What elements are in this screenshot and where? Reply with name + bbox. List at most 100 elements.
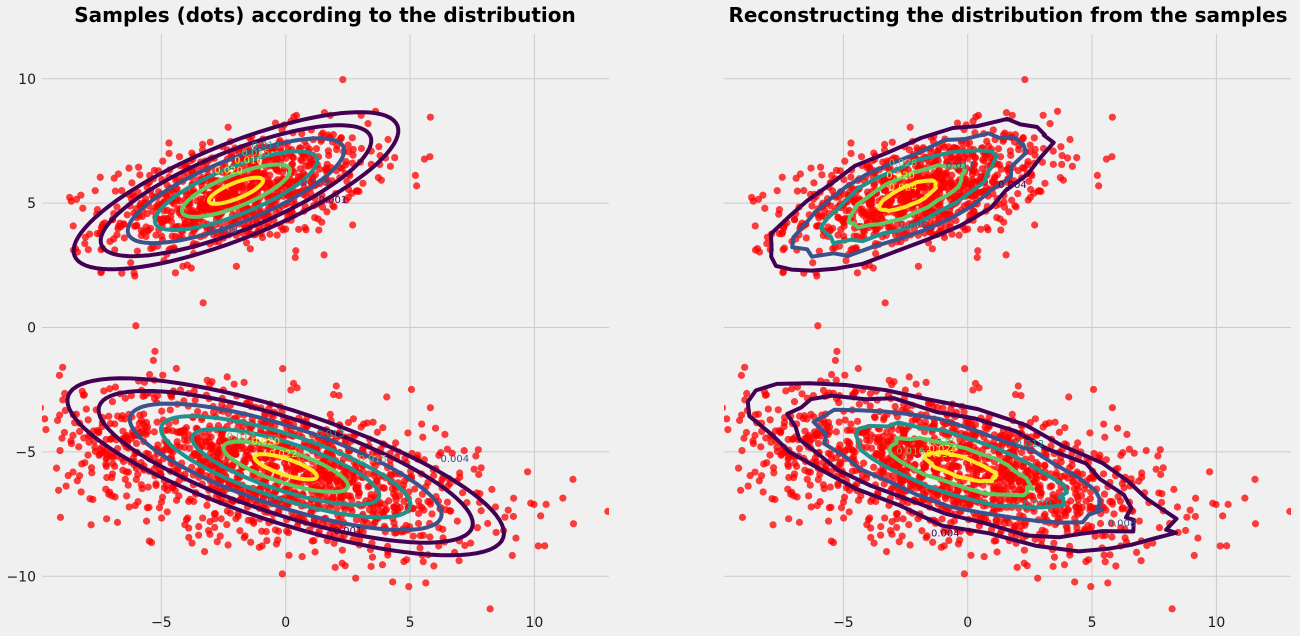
sample-point [853, 417, 862, 425]
sample-point [775, 427, 783, 435]
sample-point [877, 522, 885, 531]
sample-point [827, 537, 835, 545]
sample-point [860, 459, 868, 467]
sample-point [896, 450, 904, 458]
sample-point [740, 434, 748, 442]
sample-point [989, 126, 997, 134]
sample-point [1059, 176, 1067, 184]
sample-point [966, 180, 974, 188]
sample-point [1192, 494, 1200, 502]
sample-point [971, 421, 980, 429]
sample-point [332, 382, 340, 390]
contour-level-label: 0.001 [319, 195, 348, 206]
sample-point [1186, 506, 1194, 514]
sample-point [724, 415, 731, 423]
sample-point [952, 216, 960, 225]
sample-point [326, 503, 334, 511]
contour-level-label: 0.010 [254, 496, 283, 507]
sample-point [757, 443, 765, 451]
sample-point [842, 257, 850, 265]
sample-point [501, 513, 509, 521]
sample-point [392, 496, 400, 504]
sample-point [259, 169, 267, 177]
sample-point [163, 192, 171, 201]
sample-point [82, 405, 90, 413]
sample-point [922, 378, 930, 387]
sample-point [159, 157, 167, 165]
sample-point [241, 457, 249, 466]
sample-point [1086, 474, 1094, 482]
sample-point [56, 513, 65, 521]
sample-point [199, 514, 207, 522]
sample-point [808, 202, 816, 210]
sample-point [234, 512, 242, 520]
sample-point [330, 539, 338, 547]
sample-point [151, 347, 159, 355]
sample-point [888, 138, 896, 146]
sample-point [810, 428, 819, 436]
sample-point [893, 515, 901, 523]
sample-point [981, 514, 990, 522]
sample-point [1053, 107, 1062, 115]
sample-point [473, 524, 482, 532]
sample-point [964, 419, 972, 427]
sample-point [246, 445, 255, 453]
contour-line [221, 439, 351, 495]
sample-point [835, 418, 843, 426]
sample-point [914, 441, 922, 449]
sample-point [279, 365, 287, 373]
sample-point [956, 536, 964, 544]
sample-point [118, 269, 126, 277]
sample-point [100, 387, 108, 395]
sample-point [814, 322, 822, 330]
sample-point [941, 179, 949, 187]
sample-point [106, 385, 114, 393]
sample-point [1099, 470, 1108, 478]
sample-point [1025, 177, 1033, 185]
sample-point [990, 482, 998, 491]
sample-point [241, 532, 249, 540]
sample-point [1102, 456, 1110, 464]
sample-point [405, 582, 413, 591]
sample-point [899, 515, 907, 523]
sample-point [455, 557, 463, 565]
sample-point [87, 464, 96, 472]
sample-point [1005, 455, 1013, 464]
sample-point [56, 411, 64, 419]
sample-point [349, 415, 358, 423]
sample-point [52, 464, 61, 472]
sample-point [903, 404, 911, 412]
sample-point [779, 246, 787, 254]
sample-point [775, 229, 783, 238]
sample-point [938, 515, 946, 523]
sample-point [379, 484, 387, 492]
contour-level-label: 0.013 [316, 429, 345, 440]
sample-point [179, 262, 187, 270]
sample-point [738, 513, 747, 521]
sample-point [149, 244, 157, 252]
sample-point [333, 504, 341, 512]
y-tick-label: 10 [18, 72, 36, 88]
sample-point [325, 477, 333, 485]
sample-point [81, 239, 89, 248]
sample-point [357, 144, 366, 153]
sample-point [876, 531, 885, 539]
sample-point [284, 180, 292, 188]
sample-point [757, 472, 766, 480]
sample-point [997, 165, 1005, 173]
sample-point [1080, 485, 1089, 493]
sample-point [870, 463, 878, 471]
sample-point [793, 187, 801, 195]
sample-point [527, 499, 535, 507]
sample-point [113, 518, 122, 526]
sample-point [84, 451, 92, 459]
sample-point [847, 139, 855, 147]
sample-point [945, 536, 953, 545]
sample-point [1110, 510, 1118, 518]
sample-point [542, 500, 550, 508]
sample-point [1058, 152, 1066, 160]
sample-point [1108, 113, 1116, 121]
contour-level-label: 0.028 [889, 158, 918, 169]
sample-point [559, 494, 567, 502]
sample-point [211, 515, 219, 523]
